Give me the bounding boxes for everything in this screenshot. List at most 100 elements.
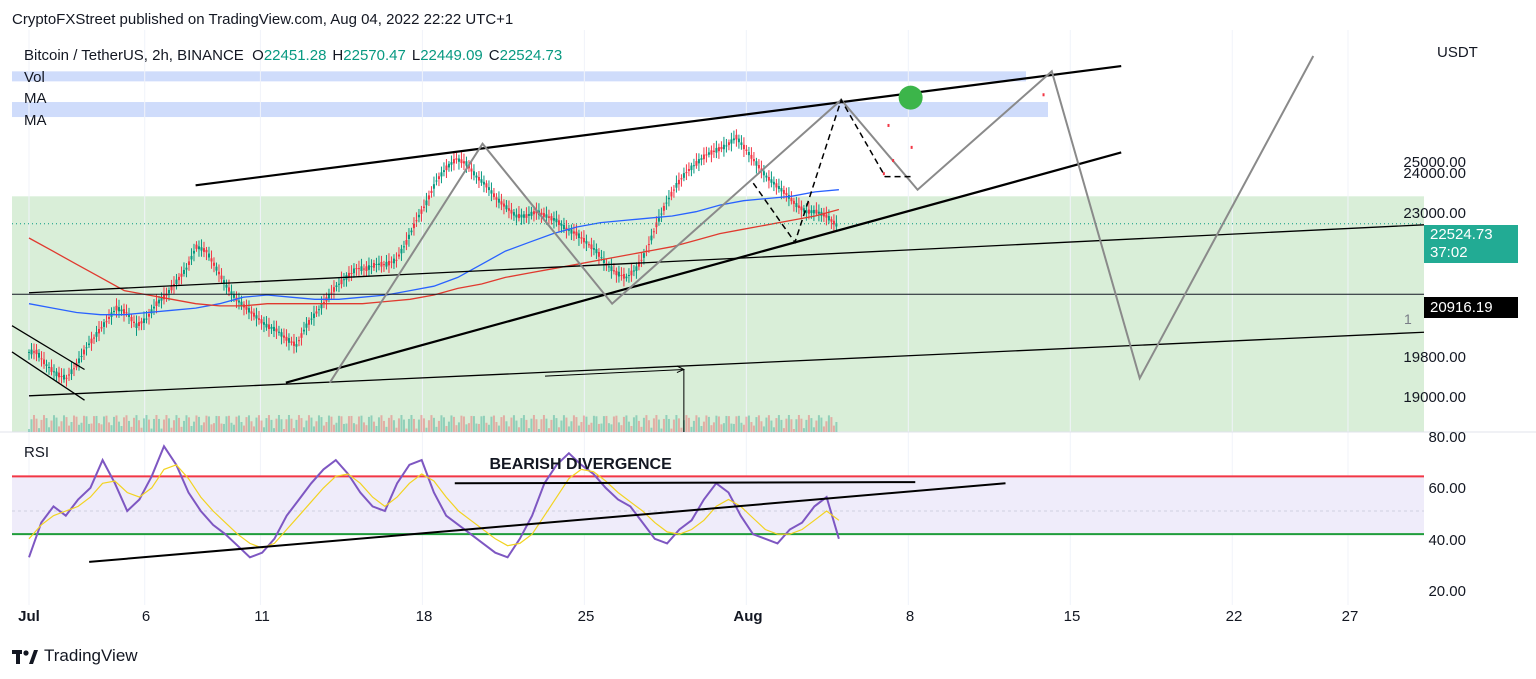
candle-body-39 [125, 312, 128, 314]
volume-bar-256 [667, 418, 670, 432]
volume-bar-48 [147, 419, 150, 432]
volume-bar-254 [662, 418, 665, 432]
candle-body-128 [347, 272, 350, 278]
volume-bar-157 [420, 415, 423, 432]
candle-body-147 [395, 259, 398, 261]
candle-body-118 [322, 302, 325, 304]
volume-bar-93 [260, 420, 263, 432]
candle-body-280 [727, 142, 730, 146]
volume-bar-270 [702, 421, 705, 432]
candle-body-73 [210, 258, 213, 262]
ma-fast-line [28, 189, 839, 316]
tradingview-footer[interactable]: TradingView [12, 646, 138, 666]
volume-bar-180 [477, 423, 480, 432]
volume-bar-156 [417, 419, 420, 432]
volume-bar-300 [777, 415, 780, 432]
candle-body-132 [357, 268, 360, 270]
candle-body-5 [40, 358, 43, 360]
volume-bar-72 [207, 416, 210, 432]
volume-bar-33 [110, 425, 113, 432]
legend-indicator-ma-2[interactable]: MA [24, 111, 47, 129]
legend-indicator-ma-1[interactable]: MA [24, 90, 47, 107]
volume-bar-83 [235, 416, 238, 432]
legend-high: 22570.47 [343, 47, 406, 64]
rsi-pane-label[interactable]: RSI [24, 444, 50, 461]
candle-body-9 [50, 367, 53, 372]
candle-body-92 [257, 318, 260, 320]
candle-body-248 [647, 244, 650, 246]
volume-bar-116 [317, 415, 320, 432]
legend-symbol-row: Bitcoin / TetherUS, 2h, BINANCE O22451.2… [24, 47, 563, 64]
candle-body-299 [775, 183, 778, 188]
volume-bar-253 [660, 428, 663, 432]
volume-bar-153 [410, 415, 413, 432]
candle-body-159 [425, 200, 428, 206]
volume-bar-247 [645, 415, 648, 432]
volume-bar-73 [210, 424, 213, 432]
volume-bar-40 [127, 420, 130, 432]
volume-bar-119 [325, 421, 328, 432]
volume-bar-14 [62, 415, 65, 432]
candle-body-294 [762, 171, 765, 176]
candle-body-182 [482, 181, 485, 185]
volume-bar-237 [620, 425, 623, 432]
candle-body-144 [387, 260, 390, 266]
candle-body-198 [522, 214, 525, 218]
volume-bar-58 [172, 420, 175, 432]
candle-body-32 [107, 316, 110, 319]
x-tick-15: 15 [1063, 608, 1081, 625]
candle-body-284 [737, 138, 740, 143]
volume-bar-286 [742, 424, 745, 432]
volume-bar-235 [615, 415, 618, 432]
candle-body-10 [52, 371, 55, 373]
volume-bar-126 [342, 423, 345, 432]
volume-bar-181 [480, 416, 483, 432]
candle-body-126 [342, 279, 345, 281]
volume-bar-246 [642, 417, 645, 432]
volume-bar-194 [512, 415, 515, 432]
volume-bar-162 [432, 417, 435, 432]
x-tick-8: 8 [905, 608, 915, 625]
candle-body-215 [565, 227, 568, 231]
channel-upper-line [195, 64, 1122, 187]
candle-body-150 [402, 246, 405, 248]
volume-bar-281 [730, 423, 733, 432]
candle-body-37 [120, 309, 123, 312]
candle-body-287 [745, 149, 748, 151]
candle-body-321 [830, 219, 833, 222]
candle-body-207 [545, 214, 548, 218]
x-tick-22: 22 [1225, 608, 1243, 625]
volume-bar-65 [190, 426, 193, 432]
volume-bar-292 [757, 415, 760, 432]
volume-bar-314 [812, 427, 815, 432]
volume-bar-165 [440, 415, 443, 432]
legend-indicator-vol[interactable]: Vol [24, 68, 45, 86]
volume-bar-322 [832, 425, 835, 432]
volume-bar-10 [52, 415, 55, 432]
candle-body-136 [367, 265, 370, 270]
volume-bar-80 [227, 415, 230, 432]
candle-body-271 [705, 154, 708, 156]
volume-bar-192 [507, 426, 510, 432]
candle-body-98 [272, 326, 275, 331]
candle-body-1 [30, 349, 33, 355]
volume-bar-187 [495, 422, 498, 432]
candle-body-286 [742, 144, 745, 150]
candle-body-112 [307, 320, 310, 325]
candle-body-68 [197, 246, 200, 250]
candle-body-278 [722, 144, 725, 150]
candle-body-281 [730, 139, 733, 144]
volume-bar-305 [790, 419, 793, 432]
volume-bar-182 [482, 415, 485, 432]
rsi-support-trendline [89, 482, 1006, 563]
volume-bar-66 [192, 421, 195, 432]
candle-body-134 [362, 268, 365, 270]
candle-body-62 [182, 269, 185, 274]
candle-body-259 [675, 182, 678, 188]
volume-bar-1 [30, 419, 33, 432]
candle-body-141 [380, 261, 383, 267]
candle-body-47 [145, 318, 148, 320]
candle-body-306 [792, 200, 795, 204]
volume-bar-108 [297, 415, 300, 432]
